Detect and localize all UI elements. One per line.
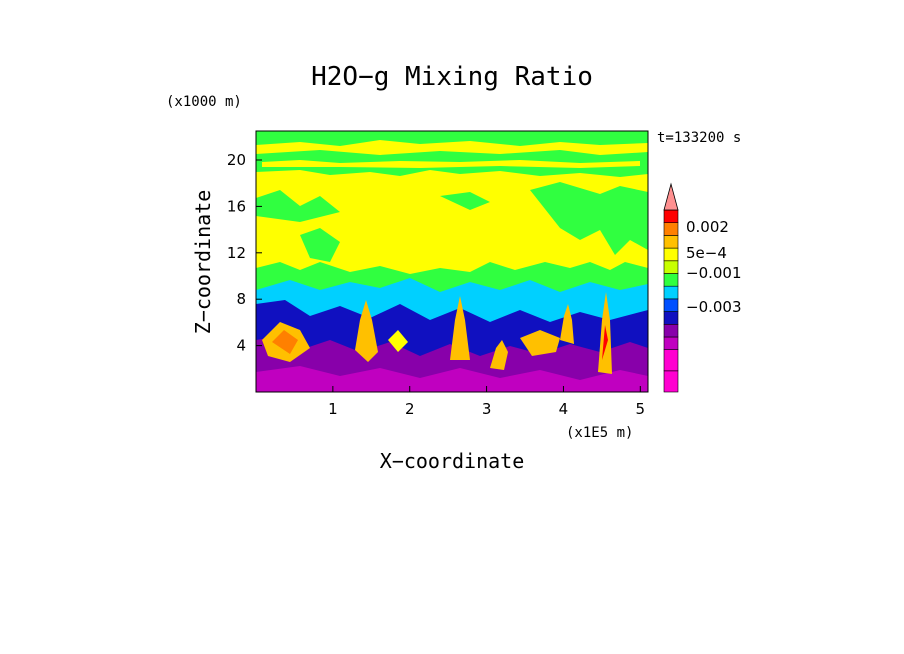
magenta-bottom [256, 366, 648, 392]
x-unit-label: (x1E5 m) [566, 425, 633, 441]
colorbar-segment [663, 323, 679, 338]
colorbar-segment [663, 298, 679, 312]
colorbar-arrow [663, 182, 679, 211]
colorbar-segment [663, 247, 679, 262]
colorbar-segment [663, 235, 679, 249]
colorbar-segment [663, 349, 679, 372]
colorbar-segment [663, 260, 679, 274]
colorbar-labels: 0.002 5e−4 −0.001 −0.003 [686, 218, 742, 316]
y-tick-label: 8 [236, 290, 246, 308]
top-yellow-band [256, 140, 648, 155]
y-unit-label: (x1000 m) [166, 94, 242, 110]
x-tick-label: 3 [482, 400, 492, 418]
y-tick-label: 16 [227, 197, 246, 215]
x-tick-label: 1 [328, 400, 338, 418]
colorbar-segment [663, 209, 679, 223]
colorbar-segment [663, 285, 679, 300]
y-tick-label: 12 [227, 244, 246, 262]
x-tick-label: 2 [405, 400, 415, 418]
colorbar-tick-label: 0.002 [686, 218, 729, 236]
colorbar [663, 182, 679, 393]
orange-patch-right [520, 330, 560, 356]
orange-core-left [272, 330, 298, 354]
plume-2 [450, 296, 470, 360]
green-intrusion-left-lower [300, 228, 340, 262]
x-axis-ticks: 1 2 3 4 5 [328, 386, 645, 418]
yellow-blob-center [388, 330, 408, 352]
colorbar-segment [663, 222, 679, 236]
colorbar-tick-label: 5e−4 [686, 244, 727, 262]
y-tick-label: 4 [236, 337, 246, 355]
green-patch-center [440, 192, 490, 210]
time-label: t=133200 s [657, 130, 741, 146]
y-tick-label: 20 [227, 151, 246, 169]
plume-4 [560, 304, 574, 344]
plot-frame [255, 130, 649, 393]
plume-3 [490, 340, 508, 370]
colorbar-segment [663, 273, 679, 287]
colorbar-segment [663, 311, 679, 325]
colorbar-tick-label: −0.001 [686, 264, 742, 282]
plume-1 [355, 300, 378, 362]
x-tick-label: 4 [559, 400, 569, 418]
colorbar-tick-label: −0.003 [686, 298, 742, 316]
plume-5-core [602, 325, 608, 360]
green-intrusion-left [256, 190, 340, 222]
y-axis-title: Z−coordinate [191, 190, 215, 335]
x-tick-label: 5 [636, 400, 646, 418]
colorbar-segment [663, 336, 679, 350]
x-axis-title: X−coordinate [380, 449, 525, 473]
contour-field [256, 131, 648, 392]
top-yellow-streak [262, 160, 640, 168]
colorbar-segment [663, 370, 679, 393]
y-axis-ticks: 4 8 12 16 20 [227, 151, 262, 355]
chart-title: H2O−g Mixing Ratio [311, 62, 593, 92]
green-intrusion-right [530, 182, 648, 255]
